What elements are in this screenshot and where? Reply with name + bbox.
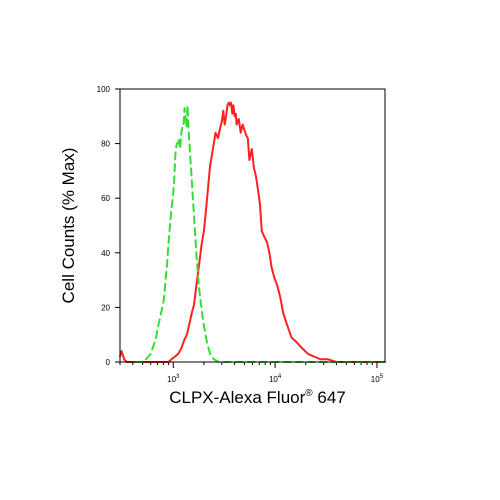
y-tick-label: 100 (97, 85, 111, 94)
y-axis-title: Cell Counts (% Max) (59, 148, 78, 304)
series-layer (119, 101, 386, 363)
x-tick-label: 103 (167, 374, 180, 384)
x-axis-title-suffix: 647 (313, 388, 346, 407)
y-axis-ticks: 0 20 40 60 80 100 (97, 85, 120, 367)
plot-frame (119, 88, 386, 363)
x-axis-title: CLPX-Alexa Fluor® 647 (169, 388, 346, 407)
x-axis-title-main: CLPX-Alexa Fluor (169, 388, 305, 407)
y-tick-label: 40 (101, 249, 110, 258)
sample-histogram-line (119, 101, 386, 363)
y-tick-label: 80 (101, 140, 110, 149)
y-tick-label: 20 (101, 303, 110, 312)
x-tick-label: 104 (269, 374, 282, 384)
y-tick-label: 0 (106, 358, 111, 367)
y-tick-label: 60 (101, 194, 110, 203)
x-axis-ticks: 103 104 105 (119, 362, 384, 384)
x-axis-title-superscript: ® (305, 388, 313, 399)
x-tick-label: 105 (371, 374, 384, 384)
control-histogram-line (133, 104, 386, 363)
